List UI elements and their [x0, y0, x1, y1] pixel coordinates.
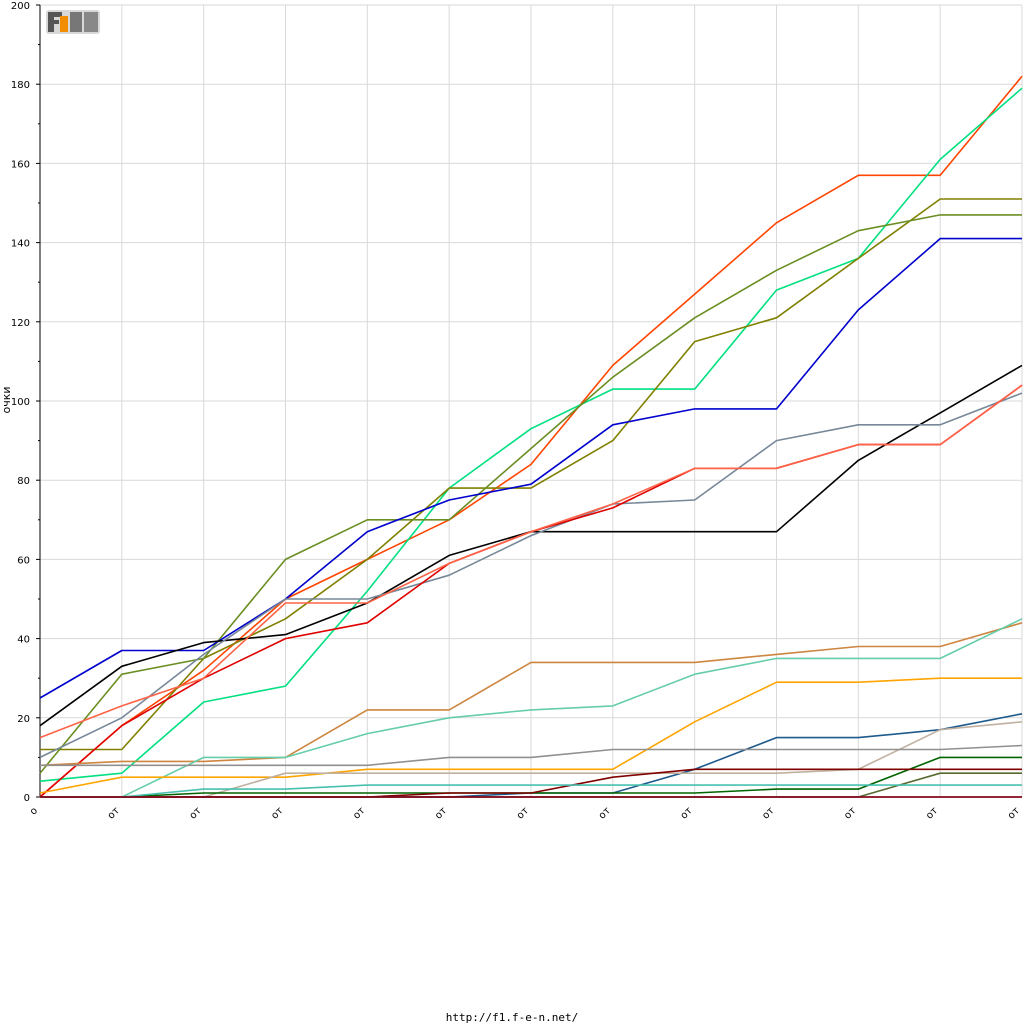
- x-tick-label: от: [515, 805, 531, 821]
- y-tick-label: 0: [24, 793, 30, 804]
- x-tick-label: от: [760, 805, 776, 821]
- x-tick-label: от: [188, 805, 204, 821]
- y-tick-label: 180: [11, 80, 30, 91]
- x-tick-label: о: [28, 805, 40, 817]
- chart-series: [39, 75, 1023, 798]
- series-line-10: [39, 622, 1023, 767]
- x-tick-label: от: [924, 805, 940, 821]
- y-tick-label: 120: [11, 318, 30, 329]
- y-axis-label: очки: [0, 386, 13, 413]
- series-line-7: [39, 392, 1023, 759]
- x-tick-label: от: [1006, 805, 1022, 821]
- series-line-15: [40, 744, 1023, 767]
- x-tick-label: от: [679, 805, 695, 821]
- y-tick-label: 160: [11, 159, 30, 170]
- series-line-1: [39, 75, 1023, 798]
- series-line-12: [39, 677, 1022, 794]
- y-tick-label: 80: [17, 476, 30, 487]
- y-tick-label: 60: [17, 555, 30, 566]
- y-tick-label: 40: [17, 635, 30, 646]
- y-tick-label: 200: [11, 1, 30, 12]
- x-tick-label: от: [106, 805, 122, 821]
- series-line-19: [40, 784, 1022, 798]
- x-tick-label: от: [597, 805, 613, 821]
- y-tick-label: 100: [11, 397, 30, 408]
- series-line-4: [39, 214, 1022, 774]
- series-line-9: [39, 384, 1023, 739]
- y-tick-label: 20: [17, 714, 30, 725]
- f1en-logo: [46, 8, 100, 36]
- x-tick-label: от: [351, 805, 367, 821]
- x-tick-label: от: [433, 805, 449, 821]
- series-line-11: [40, 618, 1023, 798]
- footer-url: http://f1.f-e-n.net/: [445, 1011, 579, 1024]
- chart-grid: [39, 4, 1023, 798]
- y-tick-label: 140: [11, 239, 30, 250]
- x-tick-label: от: [842, 805, 858, 821]
- x-tick-label: от: [269, 805, 285, 821]
- series-line-5: [39, 237, 1022, 699]
